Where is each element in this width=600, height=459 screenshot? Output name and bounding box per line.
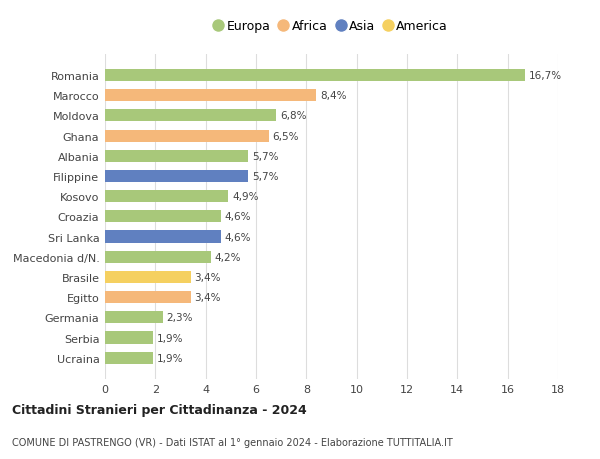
Text: 4,6%: 4,6% xyxy=(224,212,251,222)
Bar xyxy=(105,70,525,82)
Bar xyxy=(105,130,269,142)
Bar xyxy=(105,171,248,183)
Text: 6,8%: 6,8% xyxy=(280,111,307,121)
Bar xyxy=(105,211,221,223)
Bar xyxy=(105,352,153,364)
Text: 3,4%: 3,4% xyxy=(194,272,221,282)
Text: COMUNE DI PASTRENGO (VR) - Dati ISTAT al 1° gennaio 2024 - Elaborazione TUTTITAL: COMUNE DI PASTRENGO (VR) - Dati ISTAT al… xyxy=(12,437,453,447)
Text: 1,9%: 1,9% xyxy=(157,333,183,343)
Bar xyxy=(105,271,191,283)
Bar xyxy=(105,151,248,162)
Text: 5,7%: 5,7% xyxy=(252,172,279,182)
Text: 4,6%: 4,6% xyxy=(224,232,251,242)
Bar xyxy=(105,231,221,243)
Bar xyxy=(105,332,153,344)
Text: 5,7%: 5,7% xyxy=(252,151,279,162)
Bar xyxy=(105,190,229,203)
Bar xyxy=(105,291,191,303)
Text: 3,4%: 3,4% xyxy=(194,292,221,302)
Bar xyxy=(105,110,276,122)
Bar xyxy=(105,312,163,324)
Text: 16,7%: 16,7% xyxy=(529,71,562,81)
Bar xyxy=(105,251,211,263)
Bar xyxy=(105,90,316,102)
Text: 8,4%: 8,4% xyxy=(320,91,347,101)
Text: 4,9%: 4,9% xyxy=(232,192,259,202)
Text: 6,5%: 6,5% xyxy=(272,131,299,141)
Text: 4,2%: 4,2% xyxy=(214,252,241,262)
Legend: Europa, Africa, Asia, America: Europa, Africa, Asia, America xyxy=(211,16,452,36)
Text: 1,9%: 1,9% xyxy=(157,353,183,363)
Text: 2,3%: 2,3% xyxy=(167,313,193,323)
Text: Cittadini Stranieri per Cittadinanza - 2024: Cittadini Stranieri per Cittadinanza - 2… xyxy=(12,403,307,416)
